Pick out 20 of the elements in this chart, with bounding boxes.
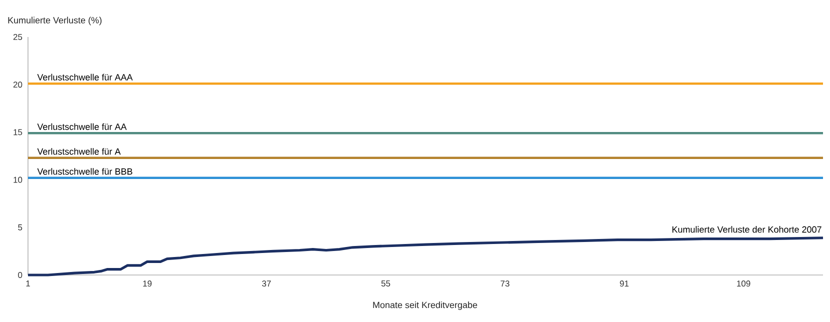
series-label: Kumulierte Verluste der Kohorte 2007	[672, 226, 822, 233]
y-tick-label: 5	[18, 224, 22, 230]
x-tick-label: 73	[500, 280, 510, 287]
x-tick-label: 37	[262, 280, 271, 287]
ref-line-label: Verlustschwelle für BBB	[37, 168, 132, 175]
ref-line-label: Verlustschwelle für AAA	[37, 74, 133, 80]
ref-line-label: Verlustschwelle für AA	[37, 123, 127, 130]
x-tick-label: 55	[381, 280, 390, 286]
x-tick-label: 109	[737, 280, 750, 287]
x-tick-label: 91	[620, 280, 629, 287]
y-tick-label: 15	[14, 129, 22, 136]
x-tick-label: 1	[26, 280, 30, 286]
x-axis-title: Monate seit Kreditvergabe	[373, 302, 478, 310]
y-tick-label: 25	[13, 34, 22, 40]
y-axis-title: Kumulierte Verluste (%)	[8, 16, 102, 26]
y-tick-label: 20	[13, 82, 22, 88]
x-tick-label: 19	[143, 280, 152, 287]
y-tick-label: 10	[14, 176, 22, 183]
y-tick-label: 0	[18, 272, 22, 278]
ref-line-label: Verlustschwelle für A	[37, 148, 121, 155]
